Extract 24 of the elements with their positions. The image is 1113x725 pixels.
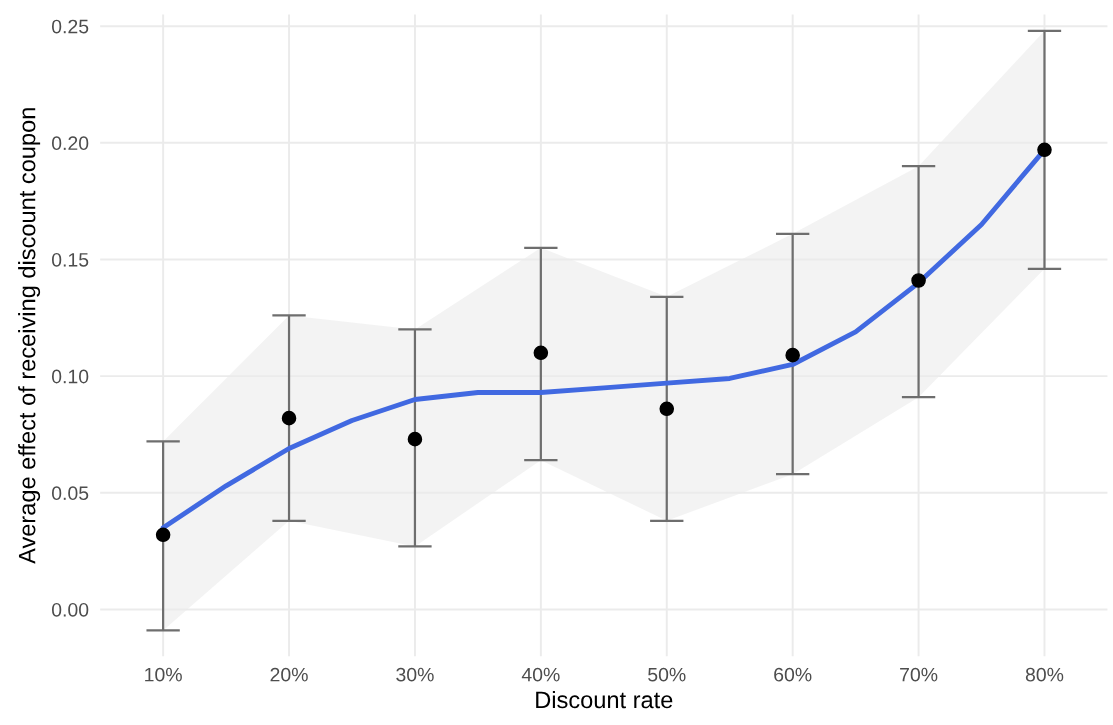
y-tick-label: 0.20 [51,136,89,151]
point [785,347,800,363]
x-tick-label: 30% [396,667,434,682]
point [155,527,171,543]
y-tick-label: 0.25 [51,19,89,34]
x-tick-label: 50% [648,667,686,682]
x-tick-label: 40% [521,667,560,682]
x-tick-label: 20% [270,667,308,682]
y-axis-title: Average effect of receiving discount coupon [18,108,41,564]
point [533,345,549,361]
x-tick-label: 70% [900,667,938,682]
x-tick-label: 10% [145,667,182,682]
point [659,401,675,417]
x-tick-label: 80% [1025,667,1064,682]
point [1037,142,1052,158]
point [281,410,297,426]
x-tick-label: 60% [774,667,812,682]
x-axis-title: Discount rate [536,690,673,709]
y-tick-label: 0.05 [51,486,89,501]
y-tick-label: 0.00 [51,602,89,617]
point [911,273,926,288]
point [407,431,423,447]
y-tick-label: 0.10 [51,369,89,384]
y-tick-label: 0.15 [51,252,89,267]
